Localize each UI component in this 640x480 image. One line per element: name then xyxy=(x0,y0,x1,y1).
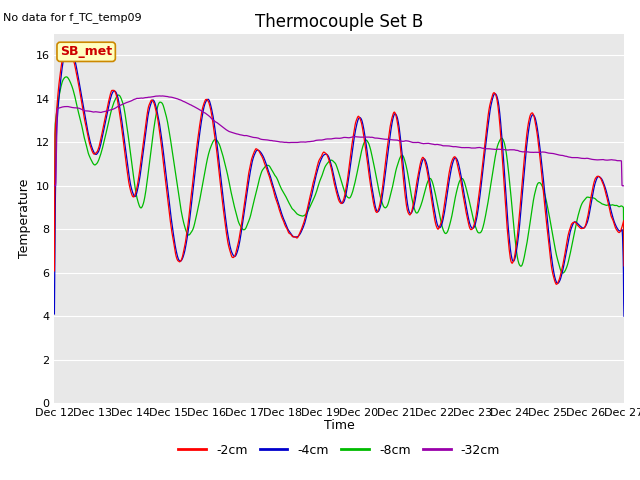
Y-axis label: Temperature: Temperature xyxy=(19,179,31,258)
Title: Thermocouple Set B: Thermocouple Set B xyxy=(255,12,423,31)
Legend: -2cm, -4cm, -8cm, -32cm: -2cm, -4cm, -8cm, -32cm xyxy=(173,439,505,462)
X-axis label: Time: Time xyxy=(324,420,355,432)
Text: SB_met: SB_met xyxy=(60,45,112,59)
Text: No data for f_TC_temp09: No data for f_TC_temp09 xyxy=(3,12,142,23)
